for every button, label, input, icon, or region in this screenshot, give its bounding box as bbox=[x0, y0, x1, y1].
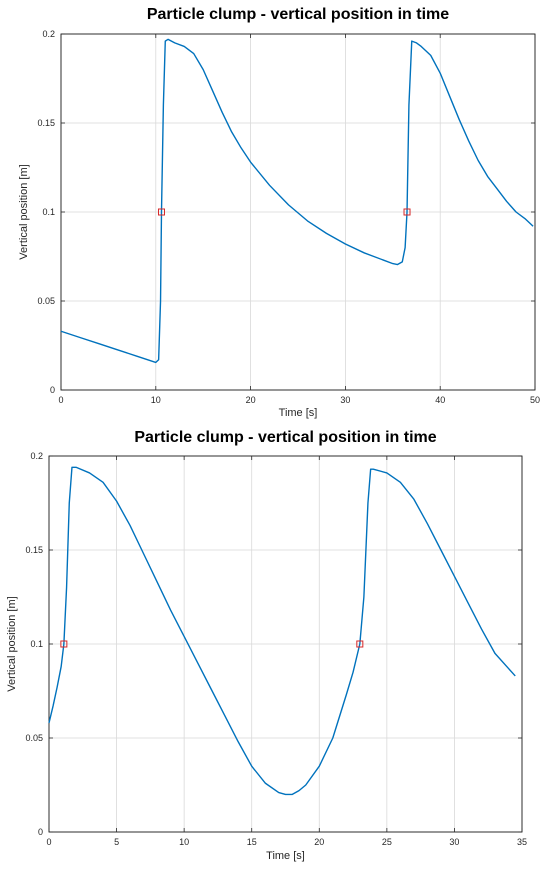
chart-top: 0 10 20 30 40 50 0 0.05 0.1 0.15 0.2 Particle clump… bbox=[18, 6, 540, 419]
series-line bbox=[60, 38, 534, 364]
x-tick-label: 0 bbox=[58, 395, 63, 405]
x-axis-label: Time [s] bbox=[279, 407, 318, 419]
x-tick-label: 40 bbox=[435, 395, 445, 405]
series-line bbox=[48, 466, 516, 796]
x-tick-label: 10 bbox=[151, 395, 161, 405]
x-axis-label: Time [s] bbox=[266, 850, 305, 862]
y-tick-label: 0.2 bbox=[30, 451, 43, 461]
x-tick-label: 20 bbox=[246, 395, 256, 405]
y-tick-label: 0.05 bbox=[25, 733, 43, 743]
crossing-marker bbox=[403, 208, 411, 216]
x-tick-label: 50 bbox=[530, 395, 540, 405]
y-tick-label: 0.05 bbox=[37, 296, 55, 306]
chart-title: Particle clump - vertical position in ti… bbox=[134, 429, 436, 446]
crossing-marker bbox=[356, 640, 364, 648]
y-tick-label: 0.1 bbox=[42, 207, 55, 217]
x-tick-label: 0 bbox=[46, 837, 51, 847]
y-tick-label: 0.15 bbox=[25, 545, 43, 555]
x-tick-label: 20 bbox=[314, 837, 324, 847]
y-tick-label: 0.2 bbox=[42, 29, 55, 39]
x-tick-label: 25 bbox=[382, 837, 392, 847]
x-tick-label: 35 bbox=[517, 837, 527, 847]
chart-bottom: 0 5 10 15 20 25 30 35 0 0.05 0.1 0.15 0.2 Particle cl… bbox=[6, 429, 527, 862]
y-tick-label: 0 bbox=[50, 385, 55, 395]
y-axis-label: Vertical position [m] bbox=[18, 164, 30, 259]
x-tick-label: 5 bbox=[114, 837, 119, 847]
crossing-marker bbox=[60, 640, 68, 648]
y-axis-label: Vertical position [m] bbox=[6, 596, 18, 691]
x-tick-label: 30 bbox=[449, 837, 459, 847]
x-tick-label: 30 bbox=[340, 395, 350, 405]
y-tick-label: 0 bbox=[38, 827, 43, 837]
x-tick-label: 15 bbox=[247, 837, 257, 847]
y-tick-label: 0.15 bbox=[37, 118, 55, 128]
x-tick-label: 10 bbox=[179, 837, 189, 847]
y-tick-label: 0.1 bbox=[30, 639, 43, 649]
crossing-marker bbox=[157, 208, 165, 216]
chart-title: Particle clump - vertical position in ti… bbox=[147, 6, 449, 23]
